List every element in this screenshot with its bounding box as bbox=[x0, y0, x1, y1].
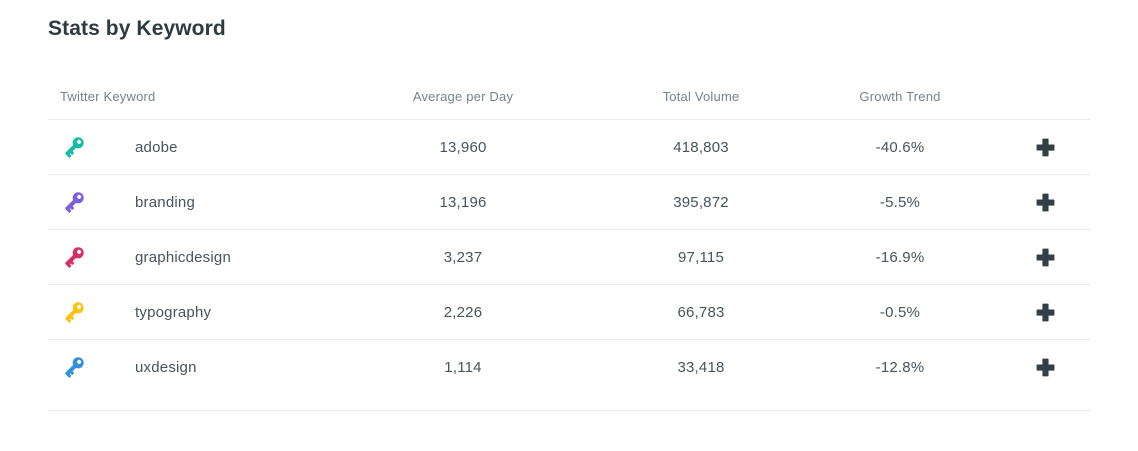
average-per-day-value: 13,196 bbox=[439, 193, 487, 211]
key-icon bbox=[60, 189, 87, 216]
plus-icon bbox=[1036, 138, 1054, 156]
total-volume-value: 33,418 bbox=[677, 359, 725, 376]
growth-trend-value: -5.5% bbox=[879, 193, 921, 211]
average-per-day-value: 3,237 bbox=[443, 248, 483, 266]
average-per-day-value: 2,226 bbox=[443, 303, 483, 321]
page-title: Stats by Keyword bbox=[48, 17, 226, 40]
total-volume-value: 418,803 bbox=[673, 138, 729, 156]
keyword-label: uxdesign bbox=[135, 359, 197, 376]
key-icon bbox=[60, 299, 87, 326]
row-actions-cell bbox=[989, 135, 1091, 160]
plus-icon bbox=[1036, 358, 1054, 377]
key-icon bbox=[60, 134, 87, 161]
keyword-label: branding bbox=[135, 193, 195, 211]
add-keyword-button[interactable] bbox=[1033, 245, 1058, 270]
table-row: typography 2,226 66,783 -0.5% bbox=[48, 285, 1091, 340]
growth-trend-value: -16.9% bbox=[875, 248, 925, 266]
keyword-icon-cell bbox=[48, 299, 135, 326]
row-actions-cell bbox=[989, 190, 1091, 215]
keyword-label: graphicdesign bbox=[135, 248, 231, 266]
row-actions-cell bbox=[989, 245, 1091, 270]
keyword-label: adobe bbox=[135, 138, 178, 156]
table-header-row: Twitter Keyword Average per Day Total Vo… bbox=[48, 73, 1091, 120]
stats-panel: Stats by Keyword Twitter Keyword Average… bbox=[48, 17, 1091, 411]
table-body: adobe 13,960 418,803 -40.6% bbox=[48, 120, 1091, 395]
add-keyword-button[interactable] bbox=[1033, 355, 1058, 380]
growth-trend-value: -0.5% bbox=[879, 303, 921, 321]
keyword-icon-cell bbox=[48, 244, 135, 271]
key-icon bbox=[60, 354, 87, 381]
add-keyword-button[interactable] bbox=[1033, 135, 1058, 160]
keyword-icon-cell bbox=[48, 189, 135, 216]
add-keyword-button[interactable] bbox=[1033, 300, 1058, 325]
plus-icon bbox=[1036, 248, 1054, 266]
keyword-icon-cell bbox=[48, 134, 135, 161]
key-icon bbox=[60, 244, 87, 271]
table-row: branding 13,196 395,872 -5.5% bbox=[48, 175, 1091, 230]
keyword-icon-cell bbox=[48, 354, 135, 381]
add-keyword-button[interactable] bbox=[1033, 190, 1058, 215]
table-row: adobe 13,960 418,803 -40.6% bbox=[48, 120, 1091, 175]
row-actions-cell bbox=[989, 355, 1091, 380]
keyword-stats-table: Twitter Keyword Average per Day Total Vo… bbox=[48, 73, 1091, 411]
column-header-average-per-day: Average per Day bbox=[412, 88, 514, 104]
table-row: graphicdesign 3,237 97,115 -16.9% bbox=[48, 230, 1091, 285]
growth-trend-value: -12.8% bbox=[875, 359, 925, 376]
growth-trend-value: -40.6% bbox=[875, 138, 925, 156]
plus-icon bbox=[1036, 303, 1054, 321]
table-row: uxdesign 1,114 33,418 -12.8% bbox=[48, 340, 1091, 395]
total-volume-value: 395,872 bbox=[673, 193, 729, 211]
average-per-day-value: 13,960 bbox=[439, 138, 487, 156]
average-per-day-value: 1,114 bbox=[444, 359, 482, 376]
keyword-label: typography bbox=[135, 303, 212, 321]
column-header-growth-trend: Growth Trend bbox=[859, 88, 941, 104]
column-header-total-volume: Total Volume bbox=[662, 88, 740, 104]
total-volume-value: 66,783 bbox=[677, 303, 725, 321]
column-header-twitter-keyword: Twitter Keyword bbox=[60, 88, 156, 104]
row-actions-cell bbox=[989, 300, 1091, 325]
plus-icon bbox=[1036, 193, 1054, 211]
total-volume-value: 97,115 bbox=[678, 248, 724, 266]
